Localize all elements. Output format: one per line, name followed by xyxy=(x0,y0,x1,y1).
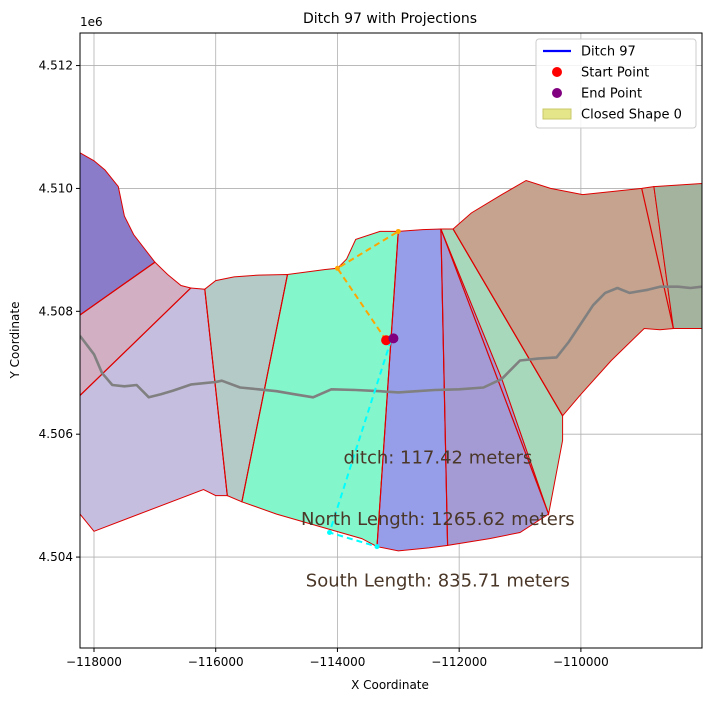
divider-line-4 xyxy=(376,231,399,547)
north-projection-line xyxy=(335,230,399,341)
legend-point-swatch xyxy=(552,67,562,77)
points-layer xyxy=(327,228,401,550)
annotation-0: ditch: 117.42 meters xyxy=(343,448,532,469)
divider-line-1 xyxy=(80,287,192,396)
legend-label: End Point xyxy=(581,87,642,102)
y-axis-label: Y Coordinate xyxy=(8,302,22,380)
road-line xyxy=(80,285,702,399)
divider-line-0 xyxy=(80,261,156,316)
y-offset-label: 1e6 xyxy=(80,15,103,29)
north-projection-vertex-0 xyxy=(334,265,340,271)
region-9 xyxy=(653,182,702,329)
y-axis-ticks: 4.504 4.506 4.508 4.510 4.512 xyxy=(39,59,80,564)
y-tick-label: 4.504 xyxy=(39,550,73,564)
divider-line-5 xyxy=(440,228,449,546)
y-tick-label: 4.506 xyxy=(39,427,73,441)
legend-label: Closed Shape 0 xyxy=(581,108,682,123)
end-point-marker xyxy=(388,333,399,344)
y-tick-label: 4.512 xyxy=(39,59,73,73)
legend-label: Ditch 97 xyxy=(581,45,636,60)
x-tick-label: −112000 xyxy=(431,655,487,669)
divider-line-7 xyxy=(452,228,564,417)
legend-box xyxy=(535,38,697,129)
y-tick-label: 4.508 xyxy=(39,304,73,318)
region-2 xyxy=(80,287,228,532)
south-projection-vertex-0 xyxy=(327,529,333,535)
legend: Ditch 97 Start Point End Point Closed Shape… xyxy=(535,38,697,129)
chart-title: Ditch 97 with Projections xyxy=(303,11,477,27)
x-axis-label: X Coordinate xyxy=(351,678,429,692)
regions-layer xyxy=(80,152,702,552)
divider-line-6 xyxy=(440,228,550,515)
divider-line-8 xyxy=(641,188,674,329)
legend-item-2: End Point xyxy=(552,87,642,102)
plot-frame xyxy=(79,32,703,649)
annotation-layer: ditch: 117.42 meters North Length: 1265.6… xyxy=(301,448,575,592)
legend-label: Start Point xyxy=(581,66,649,81)
legend-item-1: Start Point xyxy=(552,66,649,81)
x-tick-label: −114000 xyxy=(310,655,366,669)
legend-item-3: Closed Shape 0 xyxy=(542,108,682,123)
divider-line-2 xyxy=(204,289,228,496)
annotation-1: North Length: 1265.62 meters xyxy=(301,509,575,530)
x-tick-label: −116000 xyxy=(188,655,244,669)
legend-point-swatch xyxy=(552,88,562,98)
x-tick-label: −118000 xyxy=(66,655,122,669)
annotation-2: South Length: 835.71 meters xyxy=(306,571,570,592)
x-tick-label: −110000 xyxy=(553,655,609,669)
north-projection-vertex-1 xyxy=(395,228,401,234)
legend-patch-swatch xyxy=(542,108,572,120)
y-tick-label: 4.510 xyxy=(39,181,73,195)
x-axis-ticks: −118000 −116000 −114000 −112000 −110000 xyxy=(66,648,609,669)
divider-line-3 xyxy=(241,274,289,502)
road-layer xyxy=(80,285,702,399)
south-projection-vertex-1 xyxy=(374,544,380,550)
dividers-layer xyxy=(80,188,674,547)
legend-item-0: Ditch 97 xyxy=(543,45,636,60)
